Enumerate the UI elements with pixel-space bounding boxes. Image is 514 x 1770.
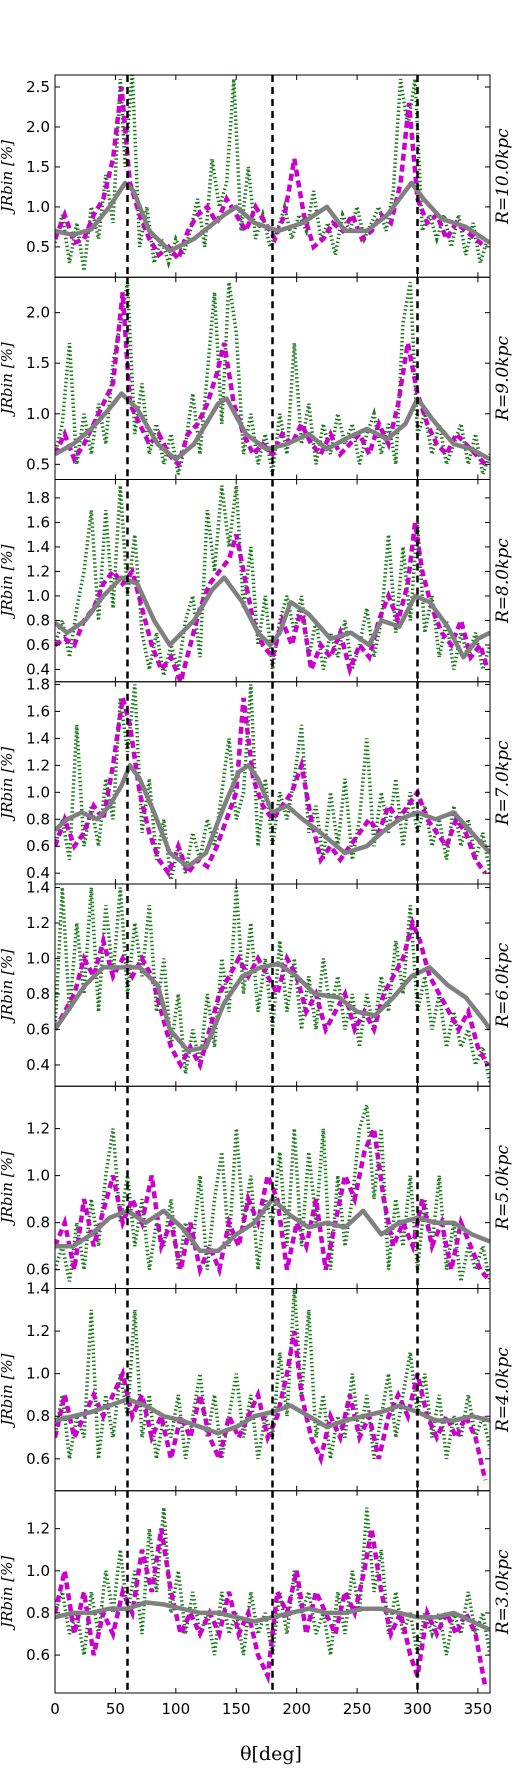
radius-label: R=5.0kpc (493, 1145, 513, 1231)
panel-4: 0.4 0.6 0.8 1.0 1.2 1.4 1.6 1.8 JRbin [%] R=7.0kp… (0, 675, 513, 885)
y-tick-label: 1.0 (26, 198, 50, 216)
panel-2: 0.5 1.0 1.5 2.0 JRbin [%] R=9.0kpc (0, 276, 513, 480)
y-tick-label: 1.2 (26, 562, 50, 580)
y-tick-label: 1.0 (26, 1562, 50, 1580)
panel-3: 0.4 0.6 0.8 1.0 1.2 1.4 1.6 1.8 JRbin [%] R=8.0kp… (0, 479, 513, 683)
y-axis-label: JRbin [%] (0, 949, 16, 1024)
y-tick-label: 1.0 (26, 1167, 50, 1185)
y-tick-label: 1.4 (26, 538, 50, 556)
radius-label: R=10.0kpc (493, 128, 513, 225)
y-axis-label: JRbin [%] (0, 1353, 16, 1428)
panel-8: 0.6 0.8 1.0 1.2 JRbin [%] R=3.0kpc (0, 1490, 513, 1694)
y-tick-label: 0.8 (26, 1604, 50, 1622)
y-axis-label: JRbin [%] (0, 1151, 16, 1226)
series-smooth-line (55, 180, 490, 254)
series-smooth-line (55, 575, 490, 660)
panel-plot-area (55, 884, 490, 1087)
x-tick-label: 150 (222, 1700, 251, 1718)
panel-plot-area (55, 75, 490, 278)
x-axis-label: θ[deg] (240, 1743, 302, 1765)
y-tick-label: 0.8 (26, 985, 50, 1003)
radius-label: R=4.0kpc (493, 1347, 513, 1433)
y-tick-label: 0.6 (26, 837, 50, 855)
y-tick-label: 1.2 (26, 914, 50, 932)
y-tick-label: 0.8 (26, 810, 50, 828)
y-tick-label: 0.4 (26, 660, 50, 678)
x-axis-tick-labels: 0 50 100 150 200 250 300 350 (50, 1700, 492, 1718)
y-tick-label: 1.8 (26, 489, 50, 507)
panel-plot-area (55, 1086, 490, 1289)
y-tick-label: 0.8 (26, 1407, 50, 1425)
y-tick-label: 1.2 (26, 1120, 50, 1138)
panel-plot-area (55, 1288, 490, 1491)
y-tick-label: 1.5 (26, 158, 50, 176)
y-tick-label: 1.4 (26, 1280, 50, 1298)
y-tick-label: 1.0 (26, 1365, 50, 1383)
y-tick-label: 0.6 (26, 1450, 50, 1468)
y-axis-label: JRbin [%] (0, 747, 16, 822)
radius-label: R=3.0kpc (493, 1549, 513, 1635)
radius-label: R=6.0kpc (493, 942, 513, 1028)
y-tick-label: 1.0 (26, 950, 50, 968)
y-tick-label: 1.5 (26, 354, 50, 372)
panel-frame (54, 1490, 491, 1694)
y-tick-label: 0.6 (26, 636, 50, 654)
y-axis-label: JRbin [%] (0, 1556, 16, 1631)
series-dotted-line (55, 485, 490, 677)
y-tick-label: 0.6 (26, 1020, 50, 1038)
y-tick-label: 1.2 (26, 756, 50, 774)
y-tick-label: 1.0 (26, 783, 50, 801)
y-tick-label: 0.5 (26, 238, 50, 256)
y-tick-label: 0.4 (26, 864, 50, 882)
y-tick-label: 0.8 (26, 611, 50, 629)
radius-label: R=8.0kpc (493, 538, 513, 624)
radius-label: R=7.0kpc (493, 740, 513, 826)
panel-plot-area (55, 479, 490, 682)
x-tick-label: 100 (162, 1700, 191, 1718)
panel-plot-area (55, 1490, 490, 1693)
x-tick-label: 200 (282, 1700, 311, 1718)
series-dashed-line (55, 522, 490, 682)
y-axis-label: JRbin [%] (0, 544, 16, 619)
x-tick-label: 0 (50, 1700, 60, 1718)
y-tick-label: 2.0 (26, 118, 50, 136)
x-tick-label: 250 (343, 1700, 372, 1718)
x-tick-label: 350 (464, 1700, 493, 1718)
y-tick-label: 1.0 (26, 587, 50, 605)
y-tick-label: 2.0 (26, 304, 50, 322)
y-tick-label: 0.6 (26, 1646, 50, 1664)
series-dotted-line (55, 75, 490, 272)
y-tick-label: 1.8 (26, 675, 50, 693)
y-tick-label: 1.2 (26, 1520, 50, 1538)
panel-plot-area (55, 277, 490, 480)
panel-6: 0.6 0.8 1.0 1.2 JRbin [%] R=5.0kpc (0, 1085, 513, 1289)
y-axis-label: JRbin [%] (0, 140, 16, 215)
y-tick-label: 0.6 (26, 1261, 50, 1279)
y-tick-label: 1.6 (26, 702, 50, 720)
x-tick-label: 300 (403, 1700, 432, 1718)
series-dotted-line (55, 684, 490, 881)
y-tick-label: 0.5 (26, 455, 50, 473)
y-tick-label: 0.8 (26, 1214, 50, 1232)
panel-1: 0.5 1.0 1.5 2.0 2.5 JRbin [%] R=10.0kpc (0, 74, 513, 278)
series-dotted-line (55, 1288, 490, 1460)
series-smooth-line (55, 961, 490, 1054)
y-axis-label: JRbin [%] (0, 342, 16, 417)
panel-plot-area (55, 681, 490, 884)
radius-label: R=9.0kpc (493, 336, 513, 422)
x-tick-label: 50 (106, 1700, 125, 1718)
y-tick-label: 1.0 (26, 405, 50, 423)
series-dashed-line (55, 292, 487, 469)
y-tick-label: 1.4 (26, 879, 50, 897)
panel-5: 0.4 0.6 0.8 1.0 1.2 1.4 JRbin [%] R=6.0kpc (0, 879, 513, 1087)
y-tick-label: 1.6 (26, 513, 50, 531)
y-tick-label: 1.2 (26, 1322, 50, 1340)
panel-7: 0.6 0.8 1.0 1.2 1.4 JRbin [%] R=4.0kpc (0, 1280, 513, 1492)
series-smooth-line (55, 763, 490, 869)
y-tick-label: 0.4 (26, 1056, 50, 1074)
y-tick-label: 2.5 (26, 78, 50, 96)
y-tick-label: 1.4 (26, 729, 50, 747)
